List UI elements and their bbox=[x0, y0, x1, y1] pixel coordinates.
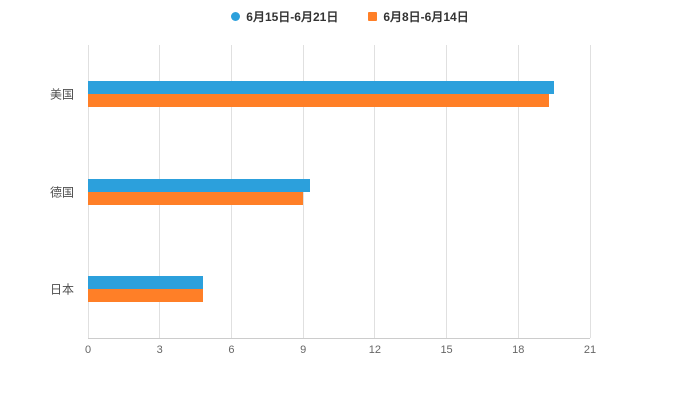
gridline bbox=[446, 45, 448, 338]
x-tick-label: 0 bbox=[84, 344, 92, 356]
y-axis-category-labels: 美国 德国 日本 bbox=[0, 45, 80, 338]
x-axis-tick-labels: 0 3 6 9 12 15 18 21 bbox=[84, 344, 596, 364]
bar-series-1-category-0 bbox=[88, 93, 550, 107]
legend-label-week-jun15-21: 6月15日-6月21日 bbox=[246, 10, 339, 24]
legend-item-week-jun8-14[interactable]: 6月8日-6月14日 bbox=[368, 8, 469, 25]
legend-item-week-jun15-21[interactable]: 6月15日-6月21日 bbox=[231, 8, 338, 25]
gridline bbox=[589, 45, 591, 338]
legend-label-week-jun8-14: 6月8日-6月14日 bbox=[383, 10, 469, 24]
bar-series-0-category-1 bbox=[88, 178, 311, 192]
y-category-label: 美国 bbox=[49, 87, 74, 102]
x-tick-label: 15 bbox=[440, 344, 453, 356]
x-tick-label: 18 bbox=[512, 344, 525, 356]
gridline bbox=[302, 45, 304, 338]
x-tick-label: 21 bbox=[583, 344, 597, 356]
x-tick-label: 6 bbox=[228, 344, 235, 356]
plot-area bbox=[87, 45, 591, 339]
x-tick-label: 9 bbox=[300, 344, 307, 356]
legend-marker-blue-icon bbox=[231, 12, 241, 21]
x-tick-label: 12 bbox=[368, 344, 381, 356]
gridline bbox=[517, 45, 519, 338]
y-category-label: 日本 bbox=[49, 282, 74, 297]
chart-legend: 6月15日-6月21日 6月8日-6月14日 bbox=[0, 8, 700, 25]
x-tick-label: 3 bbox=[156, 344, 163, 356]
legend-marker-orange-icon bbox=[368, 12, 378, 21]
bar-series-1-category-1 bbox=[88, 191, 304, 205]
bar-series-0-category-2 bbox=[88, 276, 203, 290]
gridline bbox=[374, 45, 376, 338]
y-category-label: 德国 bbox=[49, 185, 74, 199]
bar-series-0-category-0 bbox=[88, 80, 555, 94]
bar-series-1-category-2 bbox=[88, 289, 203, 303]
